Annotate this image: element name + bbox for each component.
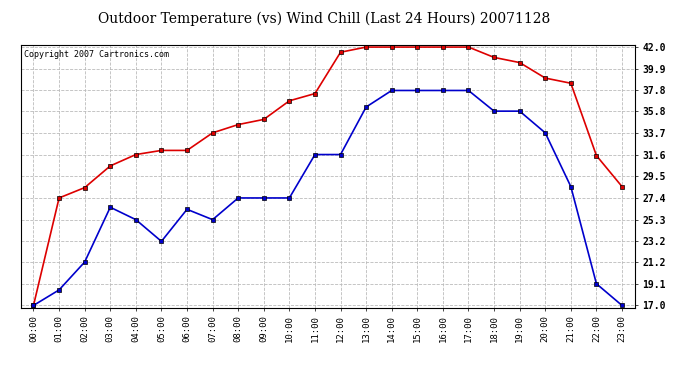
- Text: Outdoor Temperature (vs) Wind Chill (Last 24 Hours) 20071128: Outdoor Temperature (vs) Wind Chill (Las…: [98, 11, 551, 26]
- Text: Copyright 2007 Cartronics.com: Copyright 2007 Cartronics.com: [23, 50, 169, 59]
